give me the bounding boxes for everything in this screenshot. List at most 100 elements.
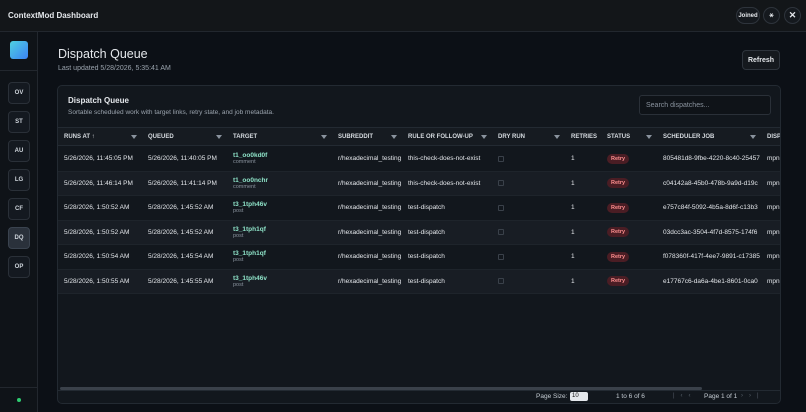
nav-item[interactable]: DQ — [8, 227, 30, 249]
column-header[interactable]: RULE OR FOLLOW-UP — [402, 128, 492, 145]
dry-run-checkbox[interactable] — [498, 229, 504, 236]
nav-item[interactable]: OV — [8, 82, 30, 104]
scrollbar[interactable] — [60, 387, 702, 390]
filter-icon[interactable] — [646, 135, 652, 139]
cell: t3_1tph46v post — [227, 196, 332, 220]
column-header[interactable]: SUBREDDIT — [332, 128, 402, 145]
column-header[interactable]: SCHEDULER JOB — [657, 128, 761, 145]
cell: 5/28/2026, 1:50:54 AM — [58, 245, 142, 269]
runs-at: 5/28/2026, 1:50:54 AM — [64, 253, 130, 261]
cell: r/hexadecimal_testing — [332, 270, 402, 294]
retries: 1 — [571, 204, 575, 212]
cell — [492, 221, 565, 245]
cell: mpn — [761, 221, 780, 245]
target-link[interactable]: t3_1tph46v — [233, 274, 267, 282]
nav-item[interactable]: ST — [8, 111, 30, 133]
cell: r/hexadecimal_testing — [332, 245, 402, 269]
cell: Retry — [601, 270, 657, 294]
cell: 5/28/2026, 1:50:52 AM — [58, 221, 142, 245]
column-header[interactable]: RETRIES — [565, 128, 601, 145]
dispatcher: mpn — [767, 253, 780, 261]
filter-icon[interactable] — [750, 135, 756, 139]
nav-item[interactable]: AU — [8, 140, 30, 162]
dry-run-checkbox[interactable] — [498, 180, 504, 187]
table-row[interactable]: 5/28/2026, 1:50:55 AM 5/28/2026, 1:45:55 … — [58, 269, 780, 294]
table-row[interactable]: 5/26/2026, 11:45:05 PM 5/26/2026, 11:40:0… — [58, 147, 780, 172]
column-header[interactable]: QUEUED — [142, 128, 227, 145]
filter-icon[interactable] — [391, 135, 397, 139]
queued: 5/26/2026, 11:41:14 PM — [148, 179, 217, 187]
subreddit: r/hexadecimal_testing — [338, 253, 402, 261]
retries: 1 — [571, 277, 575, 285]
filter-icon[interactable] — [321, 135, 327, 139]
target-link[interactable]: t3_1tph46v — [233, 201, 267, 209]
footer-divider — [58, 390, 780, 391]
target-link[interactable]: t3_1tph1qf — [233, 250, 266, 258]
target-link[interactable]: t1_oo0kd0f — [233, 152, 268, 160]
cell: 1 — [565, 172, 601, 196]
search-input[interactable]: Search dispatches... — [639, 95, 771, 115]
target-link[interactable]: t1_oo0nchr — [233, 176, 269, 184]
cell: this-check-does-not-exist — [402, 147, 492, 171]
target-link[interactable]: t3_1tph1qf — [233, 225, 266, 233]
column-header[interactable]: DRY RUN — [492, 128, 565, 145]
cell: test-dispatch — [402, 221, 492, 245]
table-row[interactable]: 5/26/2026, 11:46:14 PM 5/26/2026, 11:41:1… — [58, 171, 780, 196]
dry-run-checkbox[interactable] — [498, 253, 504, 260]
column-label: DRY RUN — [498, 133, 526, 140]
row-range: 1 to 6 of 6 — [616, 393, 645, 400]
column-header[interactable]: RUNS AT ↑ — [58, 128, 142, 145]
table-row[interactable]: 5/28/2026, 1:50:52 AM 5/28/2026, 1:45:52 … — [58, 196, 780, 221]
column-header[interactable]: DISP — [761, 128, 780, 145]
column-label: QUEUED — [148, 133, 174, 140]
cell: Retry — [601, 147, 657, 171]
close-button[interactable]: ✕ — [784, 7, 801, 24]
cell: test-dispatch — [402, 245, 492, 269]
status-dot — [17, 398, 21, 402]
joined-button[interactable]: Joined — [736, 7, 760, 24]
subreddit: r/hexadecimal_testing — [338, 179, 402, 187]
page-title: Dispatch Queue — [58, 47, 148, 61]
column-label: RULE OR FOLLOW-UP — [408, 133, 473, 140]
subreddit: r/hexadecimal_testing — [338, 277, 402, 285]
cell: t1_oo0kd0f comment — [227, 147, 332, 171]
refresh-button[interactable]: Refresh — [742, 50, 780, 70]
cell: 5/28/2026, 1:45:52 AM — [142, 221, 227, 245]
page-size-select[interactable]: 10 — [570, 392, 588, 401]
table-body: 5/26/2026, 11:45:05 PM 5/26/2026, 11:40:0… — [58, 147, 780, 294]
retries: 1 — [571, 253, 575, 261]
card: Dispatch Queue Sortable scheduled work w… — [57, 85, 781, 404]
dry-run-checkbox[interactable] — [498, 155, 504, 162]
column-label: RUNS AT ↑ — [64, 133, 95, 140]
filter-icon[interactable] — [216, 135, 222, 139]
page-nav-prev[interactable]: |‹‹ — [673, 393, 697, 399]
filter-icon[interactable] — [481, 135, 487, 139]
cell: 5/28/2026, 1:45:54 AM — [142, 245, 227, 269]
dry-run-checkbox[interactable] — [498, 204, 504, 211]
retries: 1 — [571, 179, 575, 187]
nav-item[interactable]: LG — [8, 169, 30, 191]
cell: 1 — [565, 196, 601, 220]
cell — [492, 196, 565, 220]
cell: r/hexadecimal_testing — [332, 196, 402, 220]
cell: mpn — [761, 196, 780, 220]
filter-icon[interactable] — [554, 135, 560, 139]
cell: 5/26/2026, 11:45:05 PM — [58, 147, 142, 171]
scheduler-job: e757c84f-5092-4b5a-8d6f-c13b3 — [663, 204, 758, 212]
column-header[interactable]: STATUS — [601, 128, 657, 145]
settings-button[interactable]: ⚹ — [763, 7, 780, 24]
page-nav-next[interactable]: ››| — [741, 393, 765, 399]
status-badge: Retry — [607, 227, 630, 238]
top-bar: ContextMod Dashboard Joined ⚹ ✕ — [0, 0, 806, 32]
card-subtitle: Sortable scheduled work with target link… — [68, 109, 274, 116]
column-header[interactable]: TARGET — [227, 128, 332, 145]
status-badge: Retry — [607, 276, 630, 287]
filter-icon[interactable] — [131, 135, 137, 139]
table-row[interactable]: 5/28/2026, 1:50:54 AM 5/28/2026, 1:45:54 … — [58, 245, 780, 270]
nav-item[interactable]: CF — [8, 198, 30, 220]
table-row[interactable]: 5/28/2026, 1:50:52 AM 5/28/2026, 1:45:52 … — [58, 220, 780, 245]
dry-run-checkbox[interactable] — [498, 278, 504, 285]
nav-item[interactable]: OP — [8, 256, 30, 278]
retries: 1 — [571, 228, 575, 236]
cell: r/hexadecimal_testing — [332, 147, 402, 171]
